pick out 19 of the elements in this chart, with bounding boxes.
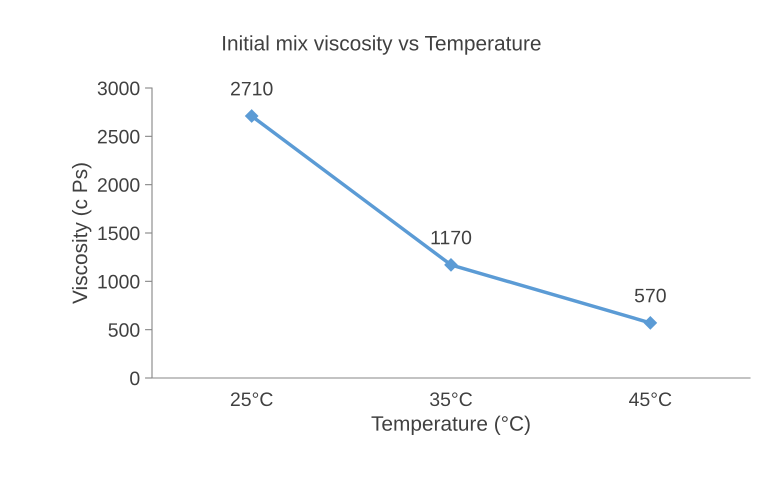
y-tick-label: 500 <box>108 323 140 337</box>
chart-title: Initial mix viscosity vs Temperature <box>223 35 541 55</box>
data-label: 2710 <box>231 82 273 96</box>
data-label: 570 <box>634 288 666 302</box>
x-tick-label: 45°C <box>629 392 672 406</box>
y-tick-label: 0 <box>130 371 140 386</box>
point <box>444 258 458 272</box>
y-tick-label: 3000 <box>98 81 140 96</box>
x-axis-title: Temperature (°C) <box>371 416 530 435</box>
y-tick-label: 1000 <box>98 274 140 289</box>
point <box>245 109 258 123</box>
point <box>644 316 657 330</box>
y-axis-title: Viscosity (c Ps) <box>72 163 92 304</box>
x-tick-label: 25°C <box>230 392 273 406</box>
y-tick-label: 2500 <box>98 130 140 144</box>
data-label: 1170 <box>432 230 472 244</box>
y-tick-label: 1500 <box>98 226 140 240</box>
x-tick-label: 35°C <box>430 392 472 406</box>
y-tick-label: 2000 <box>98 178 140 192</box>
